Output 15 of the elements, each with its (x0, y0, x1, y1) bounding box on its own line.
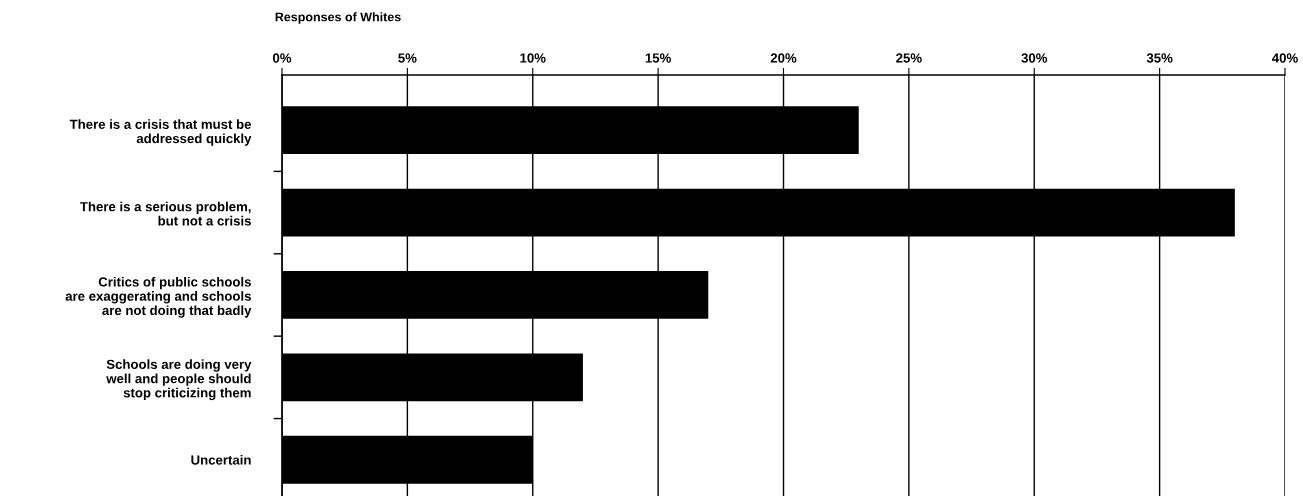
x-tick-label: 5% (398, 53, 417, 63)
x-tick-label: 30% (1021, 53, 1048, 63)
y-tick-label: There is a serious problem, but not a crisis (80, 201, 251, 226)
x-tick-label: 10% (520, 53, 546, 63)
x-tick-label: 40% (1272, 53, 1298, 63)
x-tick-label: 35% (1146, 53, 1173, 63)
y-tick-label: Uncertain (191, 454, 251, 465)
y-tick-label: There is a crisis that must be addressed quickly (69, 119, 252, 146)
y-tick-label: Schools are doing very well and people should stop criticizing them (106, 359, 252, 401)
x-tick-label: 0% (272, 53, 292, 63)
x-tick-label: 25% (896, 53, 922, 63)
y-tick-label: Critics of public schools are exaggerating and schools are not doing that badly (65, 276, 252, 318)
x-tick-label: 20% (770, 53, 797, 63)
x-tick-label: 15% (645, 53, 671, 63)
chart-title: Responses of Whites (275, 12, 401, 24)
